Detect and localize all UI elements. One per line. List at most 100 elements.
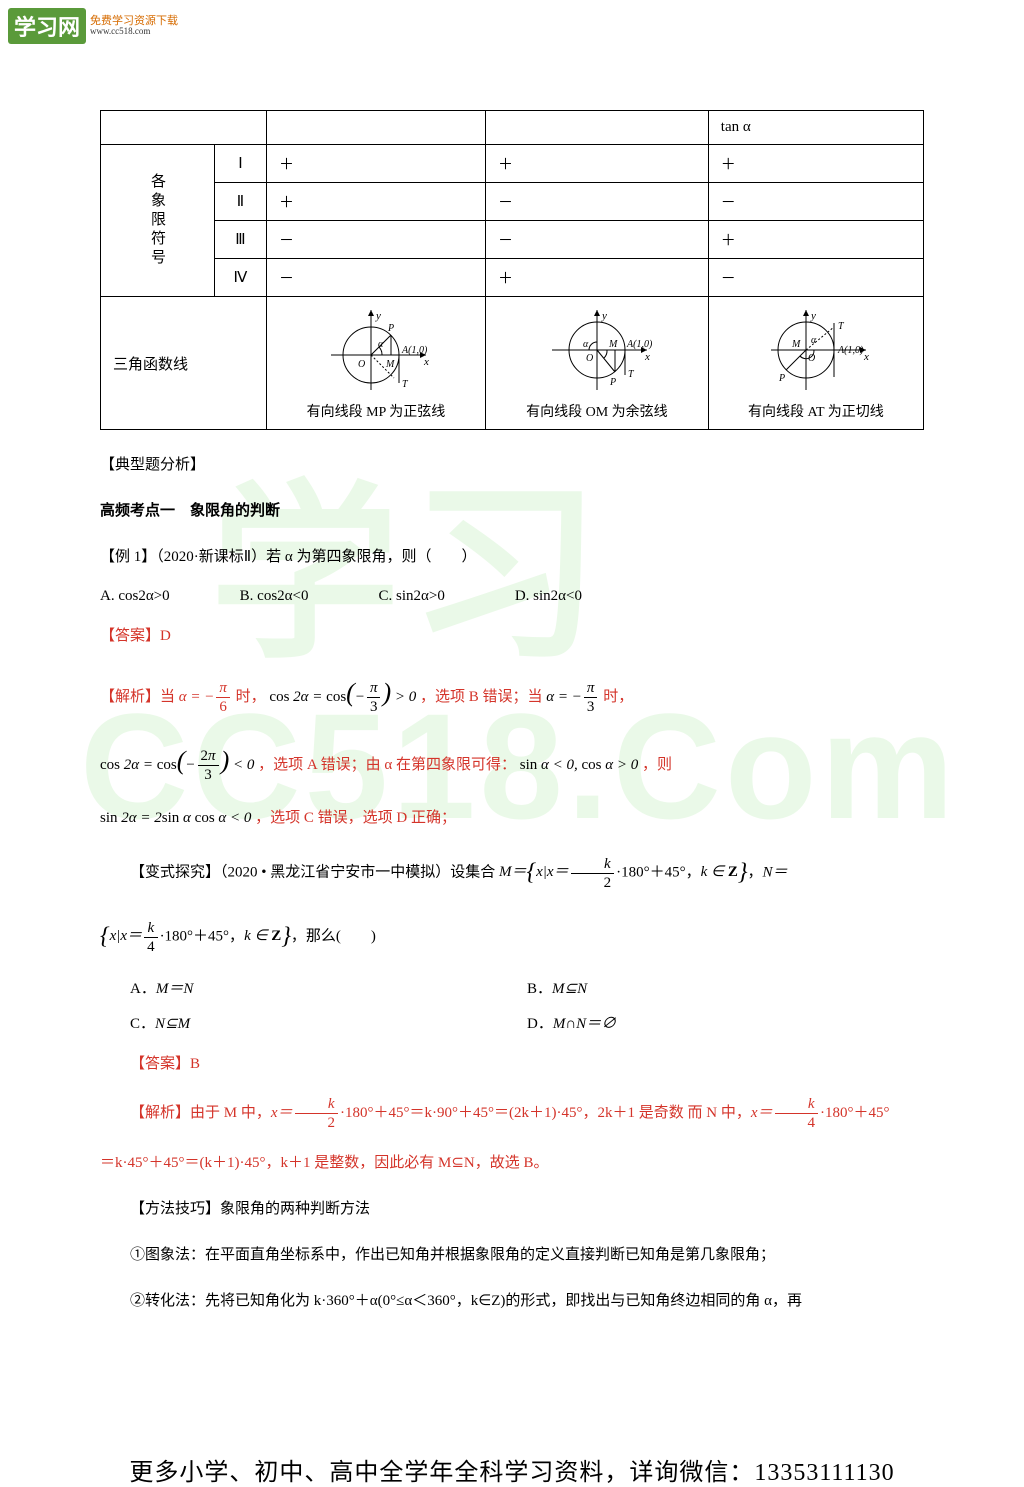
sine-line-cell: y x P A(1,0) M O T α 有向线段 MP 为正弦线 — [266, 297, 485, 430]
svg-text:A(1,0): A(1,0) — [837, 345, 864, 356]
a1-eq2: cos 2α = cos(−π3) > 0 — [269, 689, 416, 705]
tangent-diagram-icon: y x P A(1,0) M O T α — [756, 305, 876, 395]
quad-1-tan: ＋ — [708, 145, 923, 183]
a1-eq1: α = −π6 — [179, 689, 232, 705]
svg-text:x: x — [863, 351, 869, 363]
a3-t1: ，选项 C 错误，选项 D 正确； — [255, 810, 456, 826]
opt-b: B. cos2α<0 — [240, 588, 309, 605]
svg-text:M: M — [385, 359, 395, 370]
cosine-caption: 有向线段 OM 为余弦线 — [526, 401, 668, 421]
svg-text:O: O — [358, 359, 365, 370]
vopt-b: B．M⊆N — [527, 977, 924, 998]
vl2-eq1: {x|x＝k4 — [100, 928, 160, 944]
opt-a: A. cos2α>0 — [100, 588, 170, 605]
page-content: tan α 各象限符号 Ⅰ ＋ ＋ ＋ Ⅱ ＋ － － Ⅲ － － ＋ Ⅳ － … — [0, 0, 1024, 1392]
analysis-1-line1: 【解析】当 α = −π6 时， cos 2α = cos(−π3) > 0 ，… — [100, 667, 924, 719]
a1-t4: 时， — [603, 689, 633, 705]
quad-4-tan: － — [708, 259, 923, 297]
quad-4-sin: － — [266, 259, 485, 297]
svg-text:M: M — [791, 339, 801, 350]
tangent-caption: 有向线段 AT 为正切线 — [748, 401, 884, 421]
answer-2: 【答案】B — [100, 1049, 924, 1079]
quad-4-cos: ＋ — [485, 259, 708, 297]
table-rowhead: 各象限符号 — [101, 145, 215, 297]
svg-text:y: y — [810, 310, 816, 322]
quad-2-label: Ⅱ — [215, 183, 267, 221]
vopt-a: A．M＝N — [130, 977, 527, 998]
quad-1-sin: ＋ — [266, 145, 485, 183]
quad-4-label: Ⅳ — [215, 259, 267, 297]
quad-2-tan: － — [708, 183, 923, 221]
an2-t2: ·180°＋45°＝k·90°＋45°＝(2k＋1)·45°，2k＋1 是奇数 … — [340, 1105, 751, 1121]
an2-eq1: x＝k2 — [271, 1105, 340, 1121]
quad-1-label: Ⅰ — [215, 145, 267, 183]
svg-text:y: y — [375, 310, 381, 322]
analysis-1-line3: sin 2α = 2sin α cos α < 0 ，选项 C 错误，选项 D … — [100, 803, 924, 833]
quad-3-cos: － — [485, 221, 708, 259]
example-1-options: A. cos2α>0 B. cos2α<0 C. sin2α>0 D. sin2… — [100, 588, 924, 605]
sine-caption: 有向线段 MP 为正弦线 — [307, 401, 446, 421]
section-header-2: 高频考点一 象限角的判断 — [100, 496, 924, 526]
page-footer: 更多小学、初中、高中全学年全科学习资料，详询微信：13353111130 — [0, 1452, 1024, 1487]
opt-c: C. sin2α>0 — [378, 588, 444, 605]
svg-text:M: M — [608, 339, 618, 350]
a2-t2: ，则 — [642, 757, 672, 773]
svg-text:T: T — [628, 369, 635, 380]
a1-t1: 【解析】当 — [100, 689, 175, 705]
a1-eq3: α = −π3 — [546, 689, 599, 705]
quad-2-sin: ＋ — [266, 183, 485, 221]
quad-2-cos: － — [485, 183, 708, 221]
svg-text:A(1,0): A(1,0) — [401, 345, 428, 356]
method-1: ①图象法：在平面直角坐标系中，作出已知角并根据象限角的定义直接判断已知角是第几象… — [100, 1240, 924, 1270]
vh-t2: ·180°＋45°， — [616, 864, 701, 880]
a1-t2: 时， — [236, 689, 266, 705]
quad-3-label: Ⅲ — [215, 221, 267, 259]
answer-1: 【答案】D — [100, 621, 924, 651]
svg-text:T: T — [838, 321, 845, 332]
table-header-tan: tan α — [708, 111, 923, 145]
variant-head: 【变式探究】（2020 • 黑龙江省宁安市一中模拟）设集合 M＝{x|x＝k2·… — [100, 849, 924, 897]
svg-text:y: y — [601, 310, 607, 322]
variant-options: A．M＝N B．M⊆N C．N⊆M D．M∩N＝∅ — [130, 977, 924, 1033]
table-header-cos — [485, 111, 708, 145]
vh-eq3: N＝ — [762, 864, 787, 880]
an2-eq2: x＝k4 — [751, 1105, 820, 1121]
analysis-1-line2: cos 2α = cos(−2π3) < 0 ，选项 A 错误；由 α 在第四象… — [100, 735, 924, 787]
analysis-2-line2: ＝k·45°＋45°＝(k＋1)·45°，k＋1 是整数，因此必有 M⊆N，故选… — [100, 1148, 924, 1178]
svg-text:O: O — [586, 353, 593, 364]
svg-text:α: α — [583, 339, 589, 350]
a2-eq2: sin α < 0, cos α > 0 — [520, 757, 639, 773]
vl2-eq2: k ∈ Z} — [244, 928, 291, 944]
table-header-sin — [266, 111, 485, 145]
example-1-head: 【例 1】（2020·新课标Ⅱ）若 α 为第四象限角，则（ ） — [100, 542, 924, 572]
vopt-d: D．M∩N＝∅ — [527, 1012, 924, 1033]
svg-text:α: α — [378, 339, 384, 350]
sine-diagram-icon: y x P A(1,0) M O T α — [316, 305, 436, 395]
a2-eq1: cos 2α = cos(−2π3) < 0 — [100, 757, 254, 773]
tangent-line-cell: y x P A(1,0) M O T α 有向线段 AT 为正切线 — [708, 297, 923, 430]
svg-text:P: P — [778, 373, 785, 384]
cosine-line-cell: y x P A(1,0) M O T α 有向线段 OM 为余弦线 — [485, 297, 708, 430]
svg-text:A(1,0): A(1,0) — [626, 339, 653, 350]
quad-3-tan: ＋ — [708, 221, 923, 259]
svg-text:P: P — [609, 377, 616, 388]
vh-eq1: M＝{x|x＝k2 — [499, 864, 616, 880]
vh-t1: 【变式探究】（2020 • 黑龙江省宁安市一中模拟）设集合 — [130, 864, 499, 880]
quad-1-cos: ＋ — [485, 145, 708, 183]
method-head: 【方法技巧】象限角的两种判断方法 — [100, 1194, 924, 1224]
table-corner-blank — [101, 111, 267, 145]
svg-text:x: x — [644, 351, 650, 363]
an2-t3: ·180°＋45° — [820, 1105, 890, 1121]
vh-eq2: k ∈ Z} — [701, 864, 748, 880]
an2-t1: 【解析】由于 M 中， — [130, 1105, 271, 1121]
a1-t3: ，选项 B 错误；当 — [420, 689, 543, 705]
vl2-t2: ，那么( ) — [291, 928, 376, 944]
vh-t3: ， — [747, 864, 762, 880]
analysis-2-line1: 【解析】由于 M 中，x＝k2·180°＋45°＝k·90°＋45°＝(2k＋1… — [100, 1095, 924, 1132]
vl2-t1: ·180°＋45°， — [160, 928, 245, 944]
vopt-c: C．N⊆M — [130, 1012, 527, 1033]
trig-line-label: 三角函数线 — [101, 297, 267, 430]
sign-table: tan α 各象限符号 Ⅰ ＋ ＋ ＋ Ⅱ ＋ － － Ⅲ － － ＋ Ⅳ － … — [100, 110, 924, 430]
method-2: ②转化法：先将已知角化为 k·360°＋α(0°≤α＜360°，k∈Z)的形式，… — [100, 1286, 924, 1316]
variant-line2: {x|x＝k4·180°＋45°，k ∈ Z}，那么( ) — [100, 913, 924, 961]
